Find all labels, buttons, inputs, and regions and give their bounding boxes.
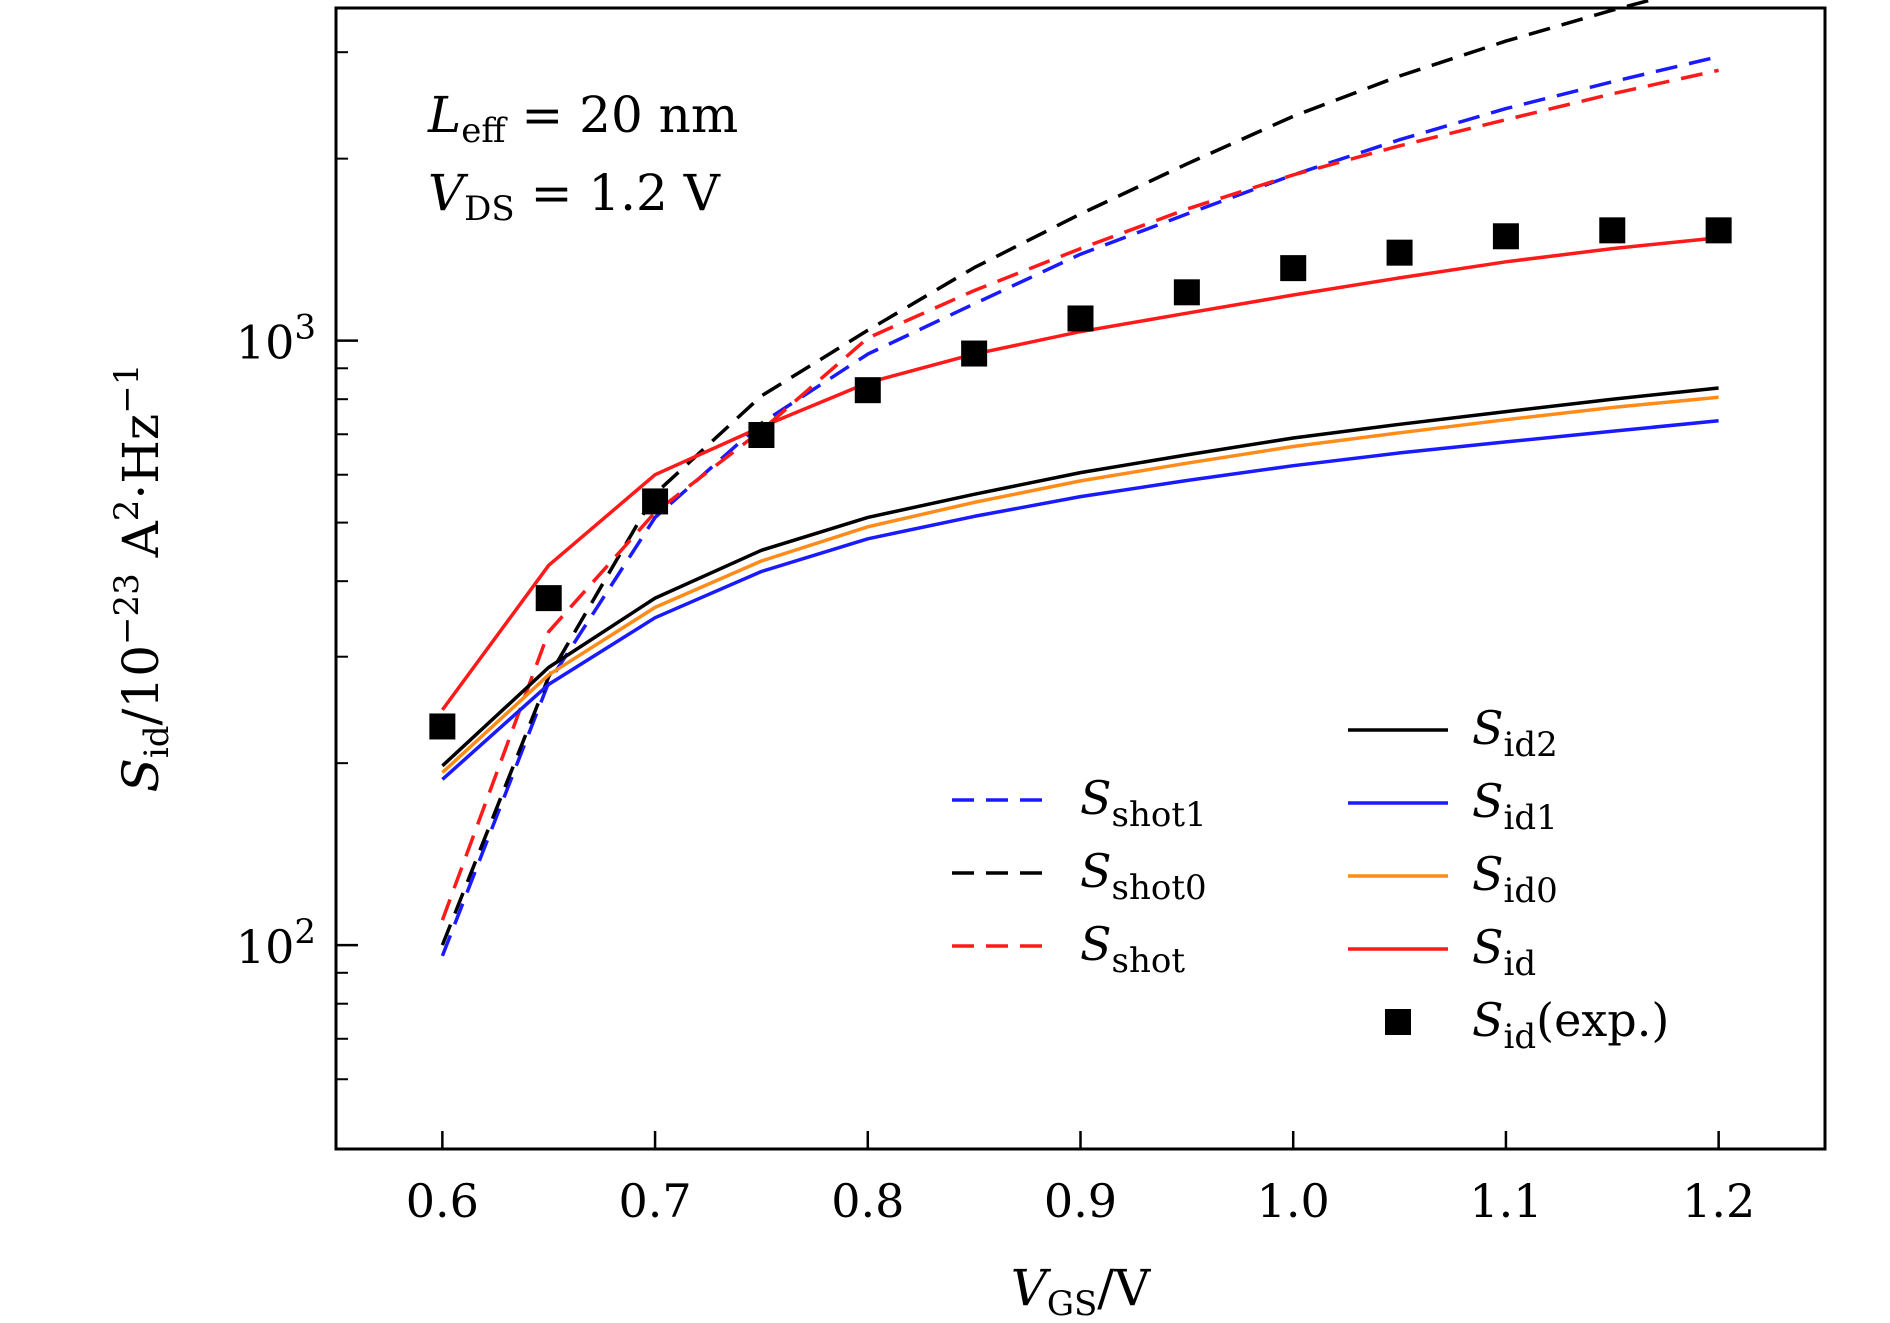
series-line-s-shot1 bbox=[440, 54, 1720, 957]
annotation-text: Leff = 20 nm bbox=[427, 86, 738, 151]
legend-label-s-id0: Sid0 bbox=[1472, 847, 1558, 911]
data-point-s-id-exp bbox=[642, 488, 669, 515]
y-tick-label: 103 bbox=[236, 308, 316, 370]
data-point-s-id-exp bbox=[854, 377, 881, 404]
legend-label-s-id: Sid bbox=[1472, 920, 1536, 984]
axis-ticks bbox=[336, 51, 1720, 1149]
y-tick-label: 102 bbox=[236, 912, 316, 974]
series-line-s-id bbox=[440, 235, 1719, 711]
data-point-s-id-exp bbox=[1599, 217, 1626, 244]
y-axis-label: Sid/10−23 A2·Hz−1 bbox=[107, 364, 177, 793]
data-point-s-id-exp bbox=[748, 422, 775, 449]
series-line-s-shot bbox=[440, 68, 1719, 921]
data-point-s-id-exp bbox=[961, 340, 988, 367]
data-point-s-id-exp bbox=[1173, 279, 1200, 306]
data-point-s-id-exp bbox=[1067, 305, 1094, 332]
axis-labels: 0.6 0.7 0.8 0.9 1.0 1.1 1.2 102 103 VGS/V Sid/10−2… bbox=[107, 308, 1755, 1323]
legend-label-s-id2: Sid2 bbox=[1472, 701, 1558, 765]
series-line-s-shot0 bbox=[440, 0, 1658, 946]
x-tick-label: 0.8 bbox=[831, 1174, 904, 1228]
series-line-s-id2 bbox=[441, 386, 1719, 768]
data-point-s-id-exp bbox=[1705, 217, 1732, 244]
series-line-s-id0 bbox=[441, 395, 1719, 774]
series-group bbox=[429, 0, 1732, 957]
x-tick-label: 1.0 bbox=[1257, 1174, 1330, 1228]
x-tick-label: 0.6 bbox=[406, 1174, 479, 1228]
data-point-s-id-exp bbox=[535, 585, 562, 612]
series-line-s-id1 bbox=[441, 418, 1719, 781]
annotations: Leff = 20 nm VDS = 1.2 V bbox=[427, 86, 738, 229]
x-tick-label: 0.9 bbox=[1044, 1174, 1117, 1228]
legend-label-s-id1: Sid1 bbox=[1472, 774, 1558, 838]
data-point-s-id-exp bbox=[429, 713, 456, 740]
data-point-s-id-exp bbox=[1492, 223, 1519, 250]
data-point-s-id-exp bbox=[1386, 239, 1413, 266]
legend-label-s-shot: Sshot bbox=[1080, 917, 1185, 981]
legend-label-s-shot1: Sshot1 bbox=[1080, 771, 1207, 835]
legend-marker-s-id-exp bbox=[1385, 1009, 1411, 1035]
x-tick-label: 1.2 bbox=[1682, 1174, 1755, 1228]
x-tick-label: 0.7 bbox=[618, 1174, 691, 1228]
x-axis-label: VGS/V bbox=[1011, 1259, 1151, 1323]
legend-label-s-shot0: Sshot0 bbox=[1080, 844, 1207, 908]
legend-label-s-id-exp: Sid(exp.) bbox=[1472, 993, 1669, 1057]
legend: Sshot1 Sshot0 Sshot Sid2 Sid1 Sid0 Sid Sid(exp.… bbox=[952, 701, 1669, 1057]
plot-frame bbox=[334, 6, 1827, 1151]
annotation-text: VDS = 1.2 V bbox=[428, 164, 721, 229]
x-tick-label: 1.1 bbox=[1469, 1174, 1542, 1228]
data-point-s-id-exp bbox=[1280, 255, 1307, 282]
